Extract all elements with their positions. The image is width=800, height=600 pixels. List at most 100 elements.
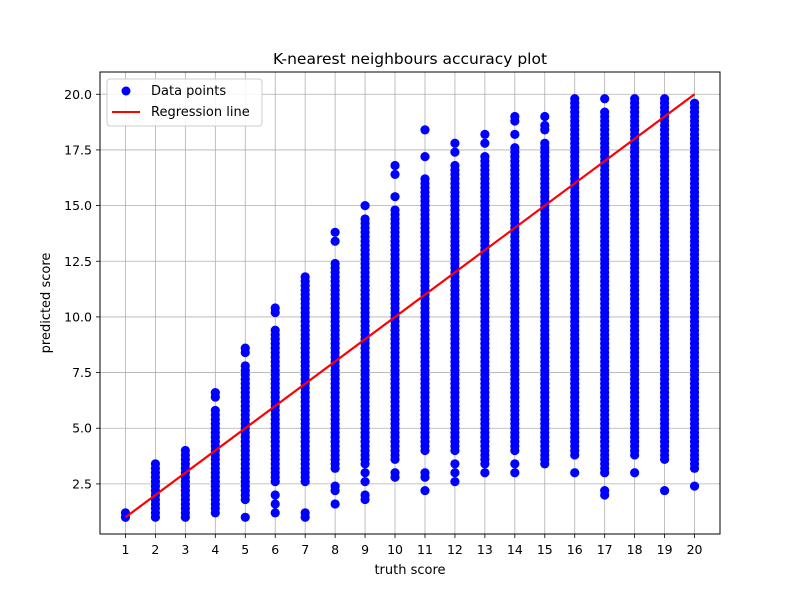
data-point: [480, 138, 490, 148]
data-point: [540, 111, 550, 122]
data-point: [420, 125, 430, 135]
y-axis-ticks: 2.5 5.0 7.5 10.0 12.5 15.0 17.5 20.0: [64, 87, 100, 491]
data-point: [240, 343, 250, 353]
data-point: [360, 200, 370, 211]
x-tick-label: 17: [597, 542, 613, 557]
x-tick-label: 13: [477, 542, 493, 557]
x-tick-label: 5: [241, 542, 249, 557]
data-point: [450, 160, 460, 171]
x-tick-label: 18: [627, 542, 643, 557]
data-point: [390, 169, 400, 180]
data-point: [570, 468, 580, 478]
data-point: [689, 98, 700, 108]
data-point: [270, 508, 280, 518]
data-point: [330, 499, 340, 509]
data-point: [420, 468, 430, 478]
x-tick-label: 1: [121, 542, 129, 557]
regression-line-group: [124, 93, 696, 519]
data-point: [420, 485, 430, 496]
data-point: [240, 361, 250, 371]
data-point: [600, 485, 610, 496]
data-point: [330, 227, 340, 237]
y-tick-label: 5.0: [72, 421, 92, 436]
x-tick-label: 10: [387, 542, 403, 557]
y-tick-label: 17.5: [64, 142, 92, 157]
data-point: [659, 485, 670, 496]
x-tick-label: 8: [331, 542, 339, 557]
x-tick-label: 12: [447, 542, 463, 557]
data-point: [300, 508, 310, 518]
legend-label-data-points: Data points: [151, 84, 226, 99]
data-point: [510, 111, 520, 122]
data-point: [180, 445, 190, 456]
data-point: [450, 147, 460, 157]
data-point: [210, 388, 220, 398]
data-point: [390, 205, 400, 215]
data-point: [360, 477, 370, 487]
data-point: [210, 405, 220, 416]
x-tick-label: 6: [271, 542, 279, 557]
data-point: [300, 272, 310, 282]
data-point: [360, 468, 370, 478]
data-point: [540, 138, 550, 148]
regression-line: [124, 93, 696, 519]
x-tick-label: 20: [687, 542, 703, 557]
x-axis-label: truth score: [374, 563, 445, 578]
data-point: [420, 174, 430, 184]
data-point: [450, 459, 460, 469]
x-tick-label: 7: [301, 542, 309, 557]
data-point: [360, 214, 370, 224]
legend: Data points Regression line: [106, 78, 263, 127]
plot-frame: [99, 71, 721, 535]
data-point: [630, 94, 640, 104]
x-tick-label: 3: [181, 542, 189, 557]
scatter-points: [120, 94, 700, 522]
data-point: [510, 129, 520, 139]
data-point: [689, 481, 700, 491]
data-point: [600, 94, 610, 104]
x-tick-label: 19: [657, 542, 673, 557]
data-point: [270, 325, 280, 335]
data-point: [390, 192, 400, 202]
data-point: [240, 512, 250, 522]
y-tick-label: 15.0: [64, 198, 92, 213]
data-point: [390, 468, 400, 478]
legend-label-regression-line: Regression line: [151, 105, 250, 120]
data-point: [510, 468, 520, 478]
x-axis-ticks: 1 2 3 4 5 6 7 8 9 10 11 12 13 14 15 16 17 18 19 20: [121, 534, 703, 557]
chart-title: K-nearest neighbours accuracy plot: [273, 50, 547, 68]
x-tick-label: 4: [211, 542, 219, 557]
y-tick-label: 7.5: [72, 365, 92, 380]
data-point: [360, 490, 370, 500]
data-point: [450, 468, 460, 478]
data-point: [600, 107, 610, 117]
x-tick-label: 2: [151, 542, 159, 557]
data-point: [540, 459, 550, 469]
data-point: [270, 490, 280, 500]
data-point: [540, 120, 550, 131]
data-point: [330, 481, 340, 491]
data-point: [480, 152, 490, 162]
y-tick-label: 12.5: [64, 254, 92, 269]
legend-box: [106, 78, 263, 127]
y-axis-label: predicted score: [39, 253, 54, 354]
x-tick-label: 16: [567, 542, 583, 557]
data-point: [659, 94, 670, 104]
data-point: [150, 459, 161, 469]
data-point: [330, 258, 340, 269]
x-tick-label: 15: [537, 542, 553, 557]
data-point: [450, 477, 460, 487]
legend-marker-data-points: [121, 86, 131, 96]
y-tick-label: 10.0: [64, 309, 92, 324]
data-point: [330, 236, 340, 246]
data-point: [510, 459, 520, 469]
data-point: [630, 468, 640, 478]
data-point: [450, 138, 460, 148]
data-point: [510, 143, 520, 153]
data-point: [270, 303, 280, 313]
data-point: [480, 129, 490, 139]
y-tick-label: 2.5: [72, 476, 92, 491]
data-point: [390, 160, 400, 171]
data-point: [270, 499, 280, 509]
